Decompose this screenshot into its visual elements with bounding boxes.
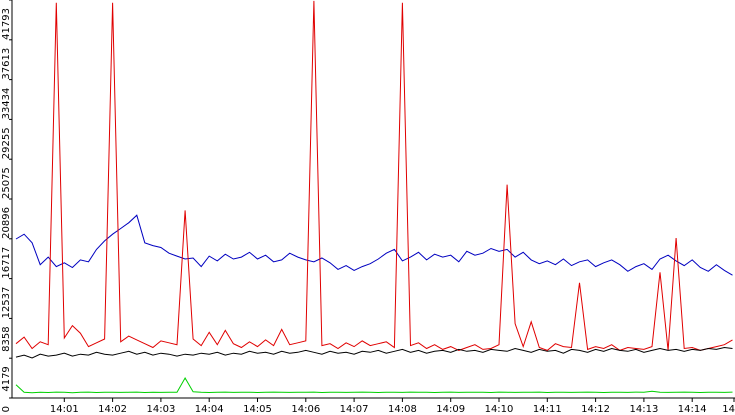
x-tick-label: 14:14 [678, 404, 707, 415]
x-tick-label: 14:04 [195, 404, 224, 415]
y-tick-label: 20896 [1, 207, 12, 239]
x-tick-label: 14:03 [146, 404, 175, 415]
y-tick-label: 37613 [1, 48, 12, 80]
y-tick-label: 25075 [1, 167, 12, 199]
x-tick-label: 14:07 [340, 404, 369, 415]
y-tick-label: 33434 [1, 88, 12, 120]
series-line [15, 0, 733, 351]
y-tick-label: 29255 [1, 127, 12, 159]
x-tick-label: 14 [722, 404, 735, 415]
y-tick-label: 0 [1, 406, 12, 412]
x-tick-label: 14:12 [581, 404, 610, 415]
x-tick-label: 14:10 [485, 404, 514, 415]
y-tick-label: 12537 [1, 287, 12, 319]
x-tick-label: 14:06 [291, 404, 320, 415]
x-tick-label: 14:13 [629, 404, 658, 415]
series-line [15, 214, 733, 276]
x-tick-label: 14:05 [243, 404, 272, 415]
y-tick-label: 41793 [1, 8, 12, 40]
y-tick-label: 16717 [1, 247, 12, 279]
x-tick-label: 14:09 [436, 404, 465, 415]
series-line [15, 346, 733, 359]
series-line [15, 376, 733, 394]
x-tick-label: 14:11 [533, 404, 562, 415]
x-tick-label: 14:01 [50, 404, 79, 415]
y-tick-label: 8358 [1, 326, 12, 351]
x-tick-label: 14:02 [98, 404, 127, 415]
x-tick-label: 14:08 [388, 404, 417, 415]
y-tick-label: 4179 [1, 366, 12, 391]
